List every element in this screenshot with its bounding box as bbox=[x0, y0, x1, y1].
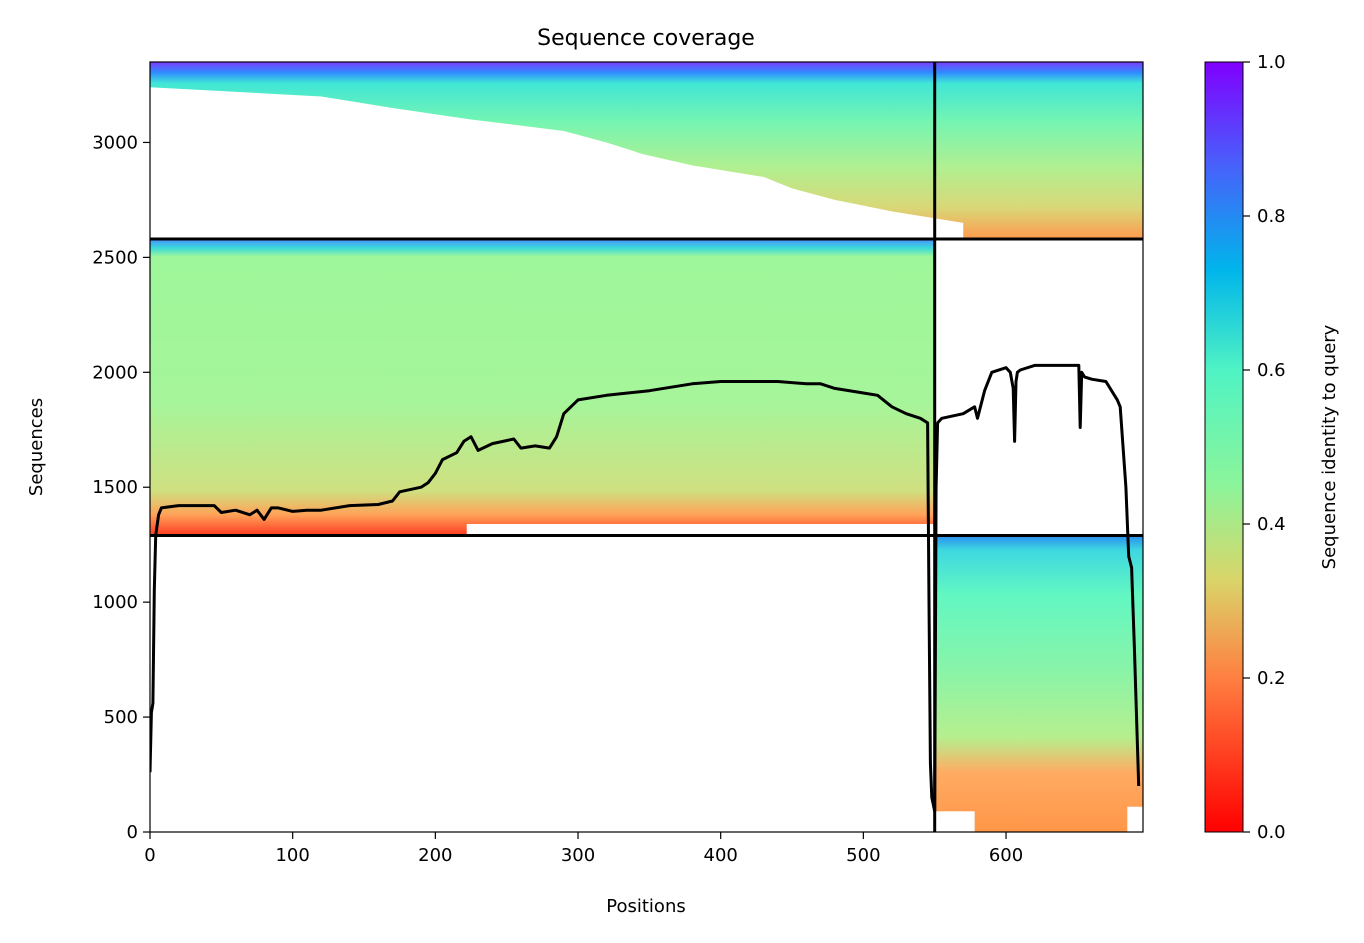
colorbar-tick-label: 0.6 bbox=[1257, 360, 1286, 381]
uncovered-region bbox=[466, 524, 935, 536]
y-tick-label: 1500 bbox=[92, 477, 138, 498]
y-tick-label: 500 bbox=[104, 707, 138, 728]
x-axis-label: Positions bbox=[606, 896, 685, 917]
coverage-blocks bbox=[150, 62, 1143, 832]
y-tick-label: 2000 bbox=[92, 362, 138, 383]
colorbar-ticks: 0.0 0.2 0.4 0.6 0.8 1.0 bbox=[1243, 52, 1286, 843]
coverage-block bbox=[934, 62, 1143, 239]
y-tick-label: 3000 bbox=[92, 132, 138, 153]
coverage-block bbox=[150, 238, 935, 536]
uncovered-region bbox=[1127, 806, 1143, 832]
x-tick-label: 600 bbox=[989, 845, 1023, 866]
colorbar-tick-label: 0.4 bbox=[1257, 514, 1286, 535]
x-tick-label: 400 bbox=[704, 845, 738, 866]
colorbar-tick-label: 1.0 bbox=[1257, 52, 1286, 73]
y-tick-label: 1000 bbox=[92, 592, 138, 613]
plot-frame bbox=[149, 61, 1144, 833]
y-tick-label: 0 bbox=[127, 822, 138, 843]
y-tick-label: 2500 bbox=[92, 247, 138, 268]
x-tick-label: 200 bbox=[418, 845, 452, 866]
x-axis: 0 100 200 300 400 500 600 bbox=[144, 832, 1023, 866]
coverage-line bbox=[150, 363, 1141, 813]
uncovered-region bbox=[934, 811, 975, 832]
x-tick-label: 100 bbox=[275, 845, 309, 866]
y-axis: 0 500 1000 1500 2000 2500 3000 bbox=[92, 132, 150, 843]
colorbar-label: Sequence identity to query bbox=[1319, 324, 1340, 569]
colorbar-tick-label: 0.2 bbox=[1257, 668, 1286, 689]
x-tick-label: 500 bbox=[846, 845, 880, 866]
colorbar: 0.0 0.2 0.4 0.6 0.8 1.0 Sequence identity to … bbox=[1204, 52, 1340, 843]
y-axis-label: Sequences bbox=[26, 398, 47, 496]
coverage-gaps bbox=[150, 87, 1143, 832]
coverage-line-group bbox=[150, 363, 1141, 813]
x-tick-label: 300 bbox=[561, 845, 595, 866]
colorbar-tick-label: 0.8 bbox=[1257, 206, 1286, 227]
uncovered-region bbox=[150, 87, 964, 239]
coverage-block bbox=[934, 535, 1143, 832]
x-tick-label: 0 bbox=[144, 845, 155, 866]
chart-title: Sequence coverage bbox=[537, 26, 755, 51]
colorbar-tick-label: 0.0 bbox=[1257, 822, 1286, 843]
colorbar-gradient bbox=[1204, 61, 1244, 833]
